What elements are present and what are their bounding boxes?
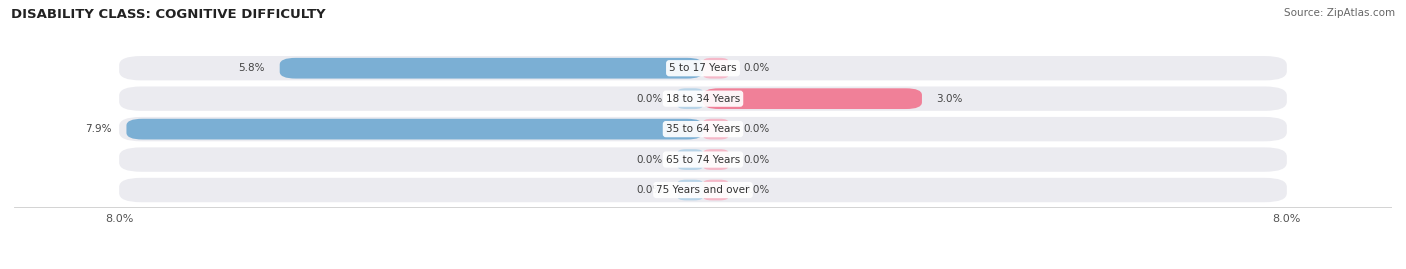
Text: 0.0%: 0.0% — [637, 185, 662, 195]
FancyBboxPatch shape — [127, 119, 703, 139]
FancyBboxPatch shape — [678, 180, 703, 200]
Text: 3.0%: 3.0% — [936, 94, 963, 104]
Text: 0.0%: 0.0% — [637, 155, 662, 165]
FancyBboxPatch shape — [120, 178, 1286, 202]
FancyBboxPatch shape — [120, 56, 1286, 80]
Text: 0.0%: 0.0% — [744, 185, 769, 195]
FancyBboxPatch shape — [703, 149, 728, 170]
FancyBboxPatch shape — [703, 58, 728, 79]
FancyBboxPatch shape — [120, 147, 1286, 172]
Text: 7.9%: 7.9% — [86, 124, 112, 134]
Text: 35 to 64 Years: 35 to 64 Years — [666, 124, 740, 134]
FancyBboxPatch shape — [678, 149, 703, 170]
Text: Source: ZipAtlas.com: Source: ZipAtlas.com — [1284, 8, 1395, 18]
Text: 0.0%: 0.0% — [637, 94, 662, 104]
Text: 18 to 34 Years: 18 to 34 Years — [666, 94, 740, 104]
Text: 5 to 17 Years: 5 to 17 Years — [669, 63, 737, 73]
Text: 0.0%: 0.0% — [744, 63, 769, 73]
Text: 5.8%: 5.8% — [239, 63, 266, 73]
Text: 75 Years and over: 75 Years and over — [657, 185, 749, 195]
Text: 65 to 74 Years: 65 to 74 Years — [666, 155, 740, 165]
FancyBboxPatch shape — [678, 88, 703, 109]
Text: 0.0%: 0.0% — [744, 124, 769, 134]
FancyBboxPatch shape — [120, 87, 1286, 111]
FancyBboxPatch shape — [120, 117, 1286, 141]
FancyBboxPatch shape — [703, 180, 728, 200]
FancyBboxPatch shape — [280, 58, 703, 79]
FancyBboxPatch shape — [703, 119, 728, 139]
Text: DISABILITY CLASS: COGNITIVE DIFFICULTY: DISABILITY CLASS: COGNITIVE DIFFICULTY — [11, 8, 326, 21]
Text: 0.0%: 0.0% — [744, 155, 769, 165]
FancyBboxPatch shape — [703, 88, 922, 109]
